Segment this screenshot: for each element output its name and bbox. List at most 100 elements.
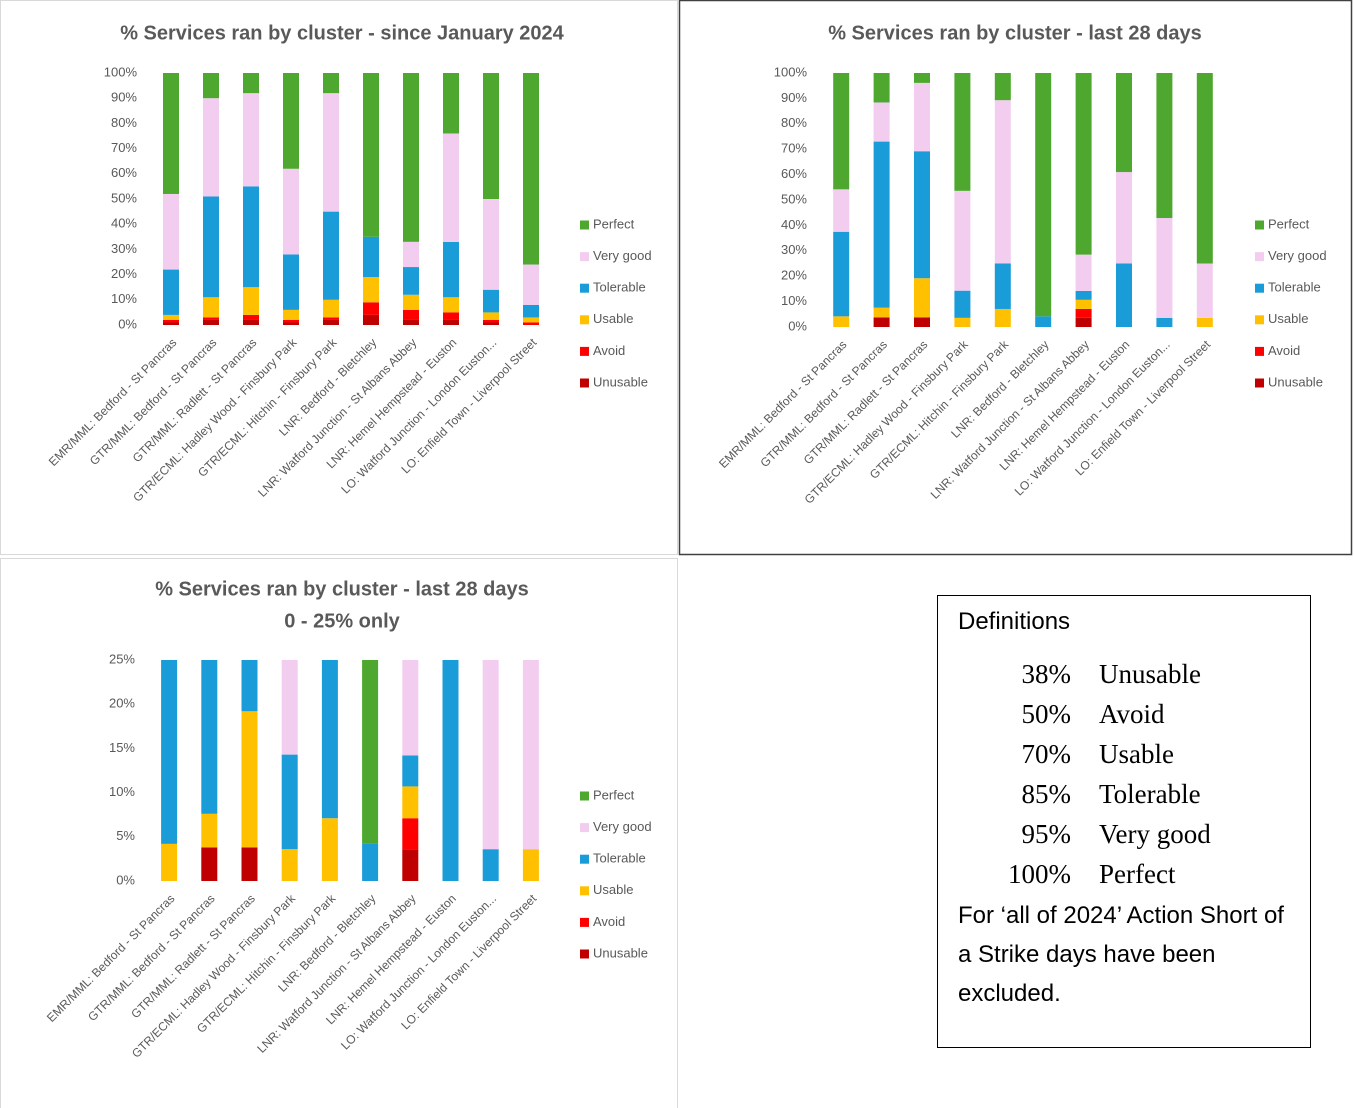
bar-segment [873, 73, 890, 103]
legend-swatch [1255, 315, 1264, 325]
bar-segment [243, 319, 259, 325]
bar-segment [954, 317, 971, 327]
legend-label: Avoid [593, 343, 625, 358]
bar-segment [954, 190, 971, 291]
bar-segment [283, 73, 299, 169]
bar-segment [403, 267, 419, 295]
bar-segment [1196, 317, 1213, 327]
bar-segment [523, 322, 539, 325]
bar-segment [523, 304, 539, 318]
definition-value: 100% [1008, 858, 1071, 889]
bar-segment [243, 93, 259, 187]
bar-segment [833, 316, 850, 327]
legend-swatch [580, 315, 589, 325]
bar-segment [283, 322, 299, 325]
bar-segment [914, 82, 930, 152]
y-tick-label: 10% [109, 784, 135, 799]
bar-segment [363, 236, 379, 278]
bar-segment [243, 73, 259, 94]
bar-segment [483, 289, 499, 313]
legend-label: Unusable [593, 945, 648, 960]
legend-swatch [1255, 346, 1264, 356]
bar-segment [1035, 316, 1052, 327]
definition-label: Unusable [1099, 658, 1201, 689]
panel [0, 0, 678, 555]
bar-segment [402, 849, 419, 881]
bar-segment [443, 312, 459, 320]
definition-value: 70% [1021, 738, 1072, 769]
legend-label: Perfect [593, 787, 635, 802]
y-tick-label: 5% [116, 828, 135, 843]
bar-segment [954, 290, 971, 318]
bar-segment [241, 847, 258, 881]
legend-swatch [1255, 252, 1264, 262]
bar-segment [1035, 73, 1052, 317]
legend-label: Usable [593, 311, 633, 326]
bar-segment [403, 241, 419, 268]
legend-swatch [580, 917, 589, 927]
bar-segment [443, 241, 459, 298]
bar-segment [403, 294, 419, 310]
legend-swatch [580, 283, 589, 293]
bar-segment [163, 269, 179, 315]
y-tick-label: 10% [111, 291, 137, 306]
bar-segment [243, 314, 259, 320]
bar-segment [914, 73, 930, 83]
legend-swatch [1255, 220, 1264, 230]
legend-label: Usable [593, 882, 633, 897]
bar-segment [523, 317, 539, 323]
definition-row: 95% Very good [958, 814, 1290, 854]
y-tick-label: 20% [781, 268, 807, 283]
plot-area [161, 660, 539, 881]
bar-segment [994, 100, 1011, 264]
bar-segment [363, 73, 379, 237]
bar-segment [443, 73, 459, 134]
bar-segment [323, 299, 339, 318]
bar-segment [443, 297, 459, 313]
legend-label: Tolerable [593, 280, 646, 295]
bar-segment [483, 73, 499, 199]
bar-segment [483, 322, 499, 325]
bar-segment [163, 319, 179, 323]
y-tick-label: 50% [781, 191, 807, 206]
bar-segment [443, 319, 459, 325]
bar-segment [203, 297, 219, 318]
bar-segment [283, 319, 299, 323]
definition-label: Avoid [1099, 698, 1165, 729]
y-tick-label: 20% [111, 266, 137, 281]
y-tick-label: 60% [781, 166, 807, 181]
bar-segment [954, 73, 971, 191]
bar-segment [203, 98, 219, 197]
bar-segment [873, 102, 890, 142]
definition-row: 85% Tolerable [958, 774, 1290, 814]
definitions-title: Definitions [958, 608, 1071, 635]
bar-segment [201, 660, 218, 814]
definition-label: Very good [1099, 818, 1211, 849]
legend-swatch [580, 791, 589, 801]
bar-segment [873, 317, 890, 327]
legend-swatch [580, 252, 589, 262]
y-tick-label: 20% [109, 696, 135, 711]
definition-value: 50% [1021, 698, 1072, 729]
bar-segment [1116, 172, 1132, 264]
bar-segment [442, 660, 459, 881]
bar-segment [1116, 73, 1132, 173]
bar-segment [363, 314, 379, 325]
bar-segment [201, 847, 218, 881]
definitions-box: Definitions 38% Unusable 50% Avoid 70% Usable… [937, 595, 1311, 1048]
legend-label: Perfect [1268, 216, 1310, 231]
bar-segment [522, 660, 539, 850]
y-tick-label: 0% [118, 316, 137, 331]
bar-segment [243, 186, 259, 288]
bar-segment [362, 660, 379, 844]
bar-segment [402, 755, 419, 787]
bar-segment [1196, 263, 1213, 318]
definitions-note: For ‘all of 2024’ Action Short of a Stri… [958, 902, 1284, 1007]
bar-segment [914, 278, 930, 318]
bar-segment [1075, 254, 1092, 291]
bar-segment [833, 73, 850, 190]
legend-swatch [580, 823, 589, 833]
bar-segment [323, 93, 339, 212]
legend-label: Tolerable [593, 851, 646, 866]
